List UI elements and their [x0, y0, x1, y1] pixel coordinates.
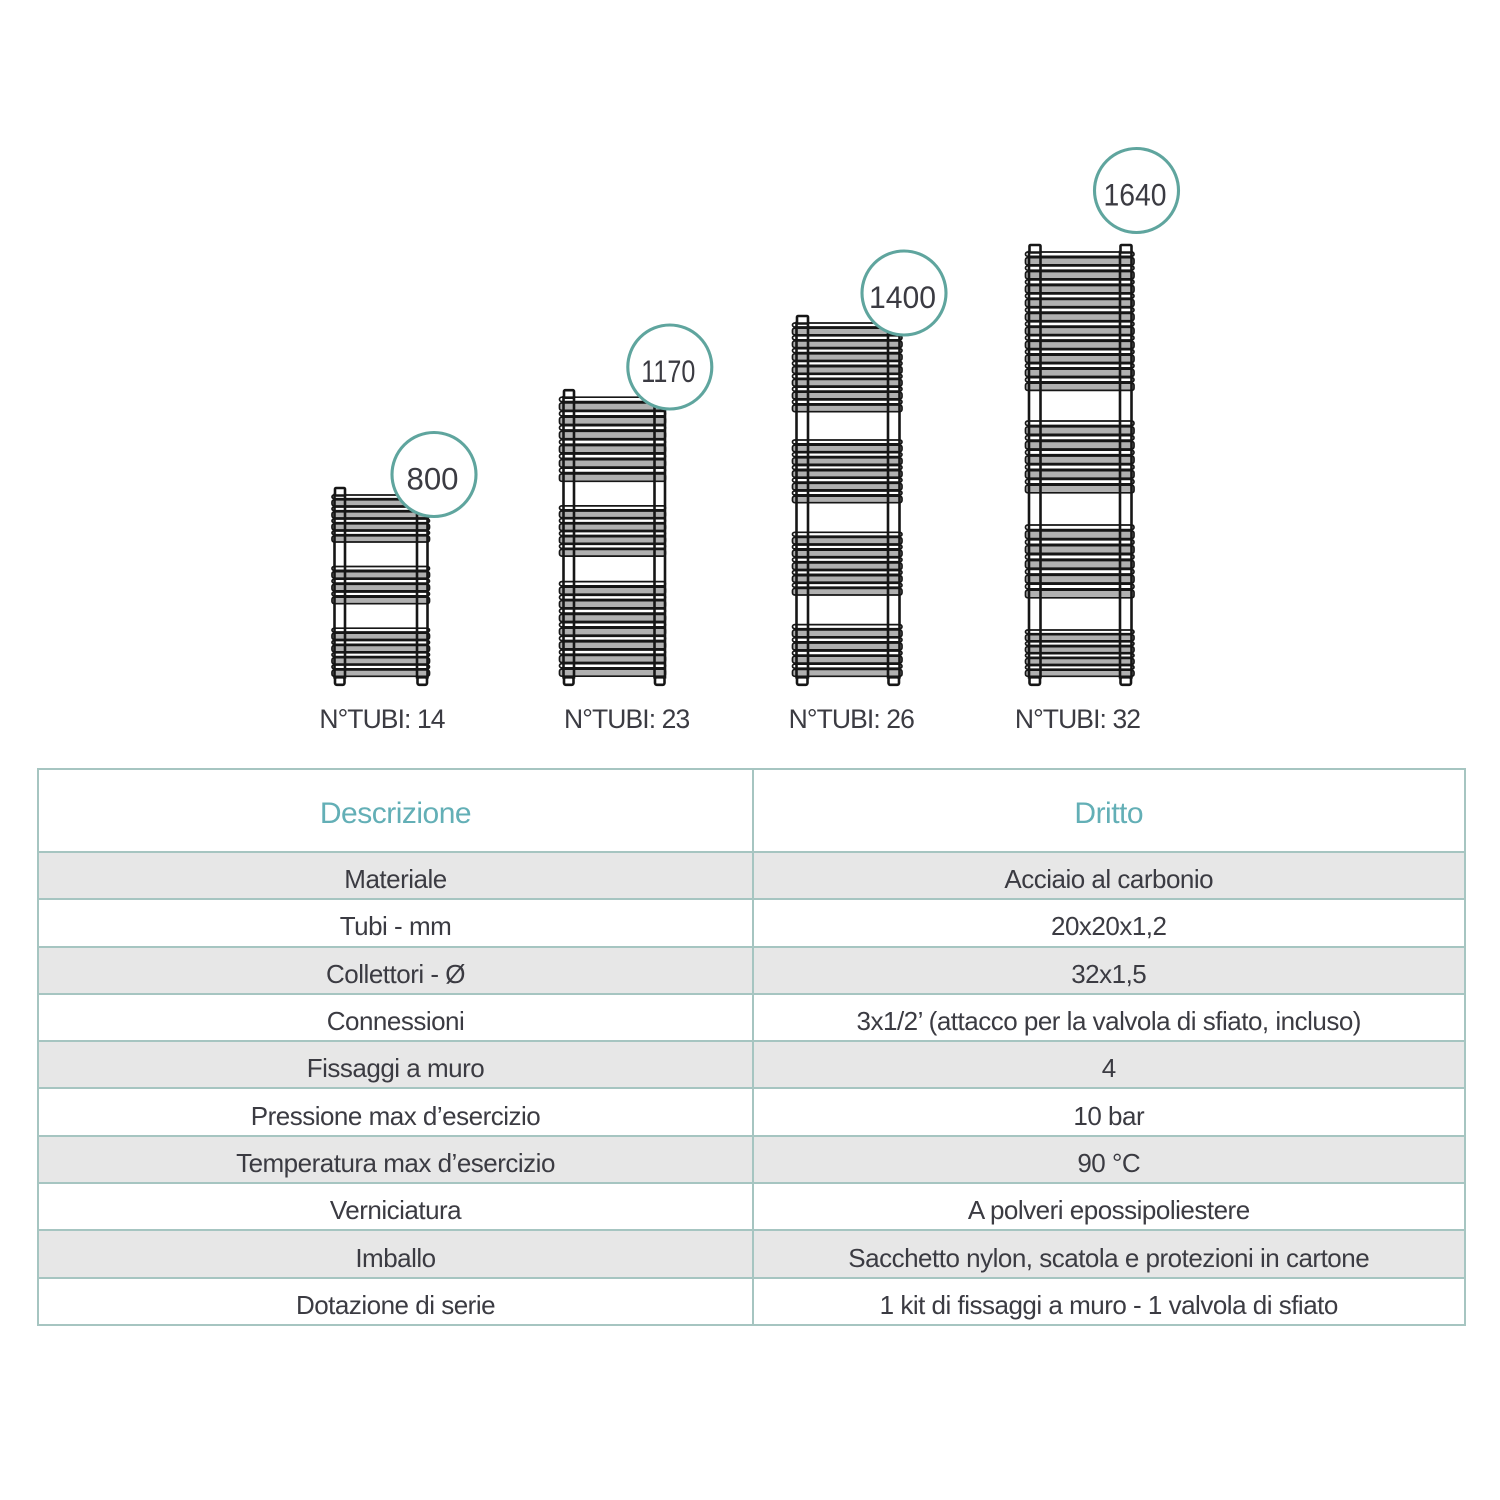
svg-text:1640: 1640: [1104, 177, 1167, 213]
svg-text:800: 800: [407, 461, 459, 497]
svg-text:N°TUBI: 26: N°TUBI: 26: [789, 704, 914, 734]
svg-text:N°TUBI: 14: N°TUBI: 14: [319, 704, 444, 734]
svg-text:1170: 1170: [641, 353, 695, 389]
svg-text:N°TUBI: 23: N°TUBI: 23: [564, 704, 689, 734]
svg-text:1400: 1400: [869, 279, 936, 315]
svg-text:N°TUBI: 32: N°TUBI: 32: [1015, 704, 1140, 734]
